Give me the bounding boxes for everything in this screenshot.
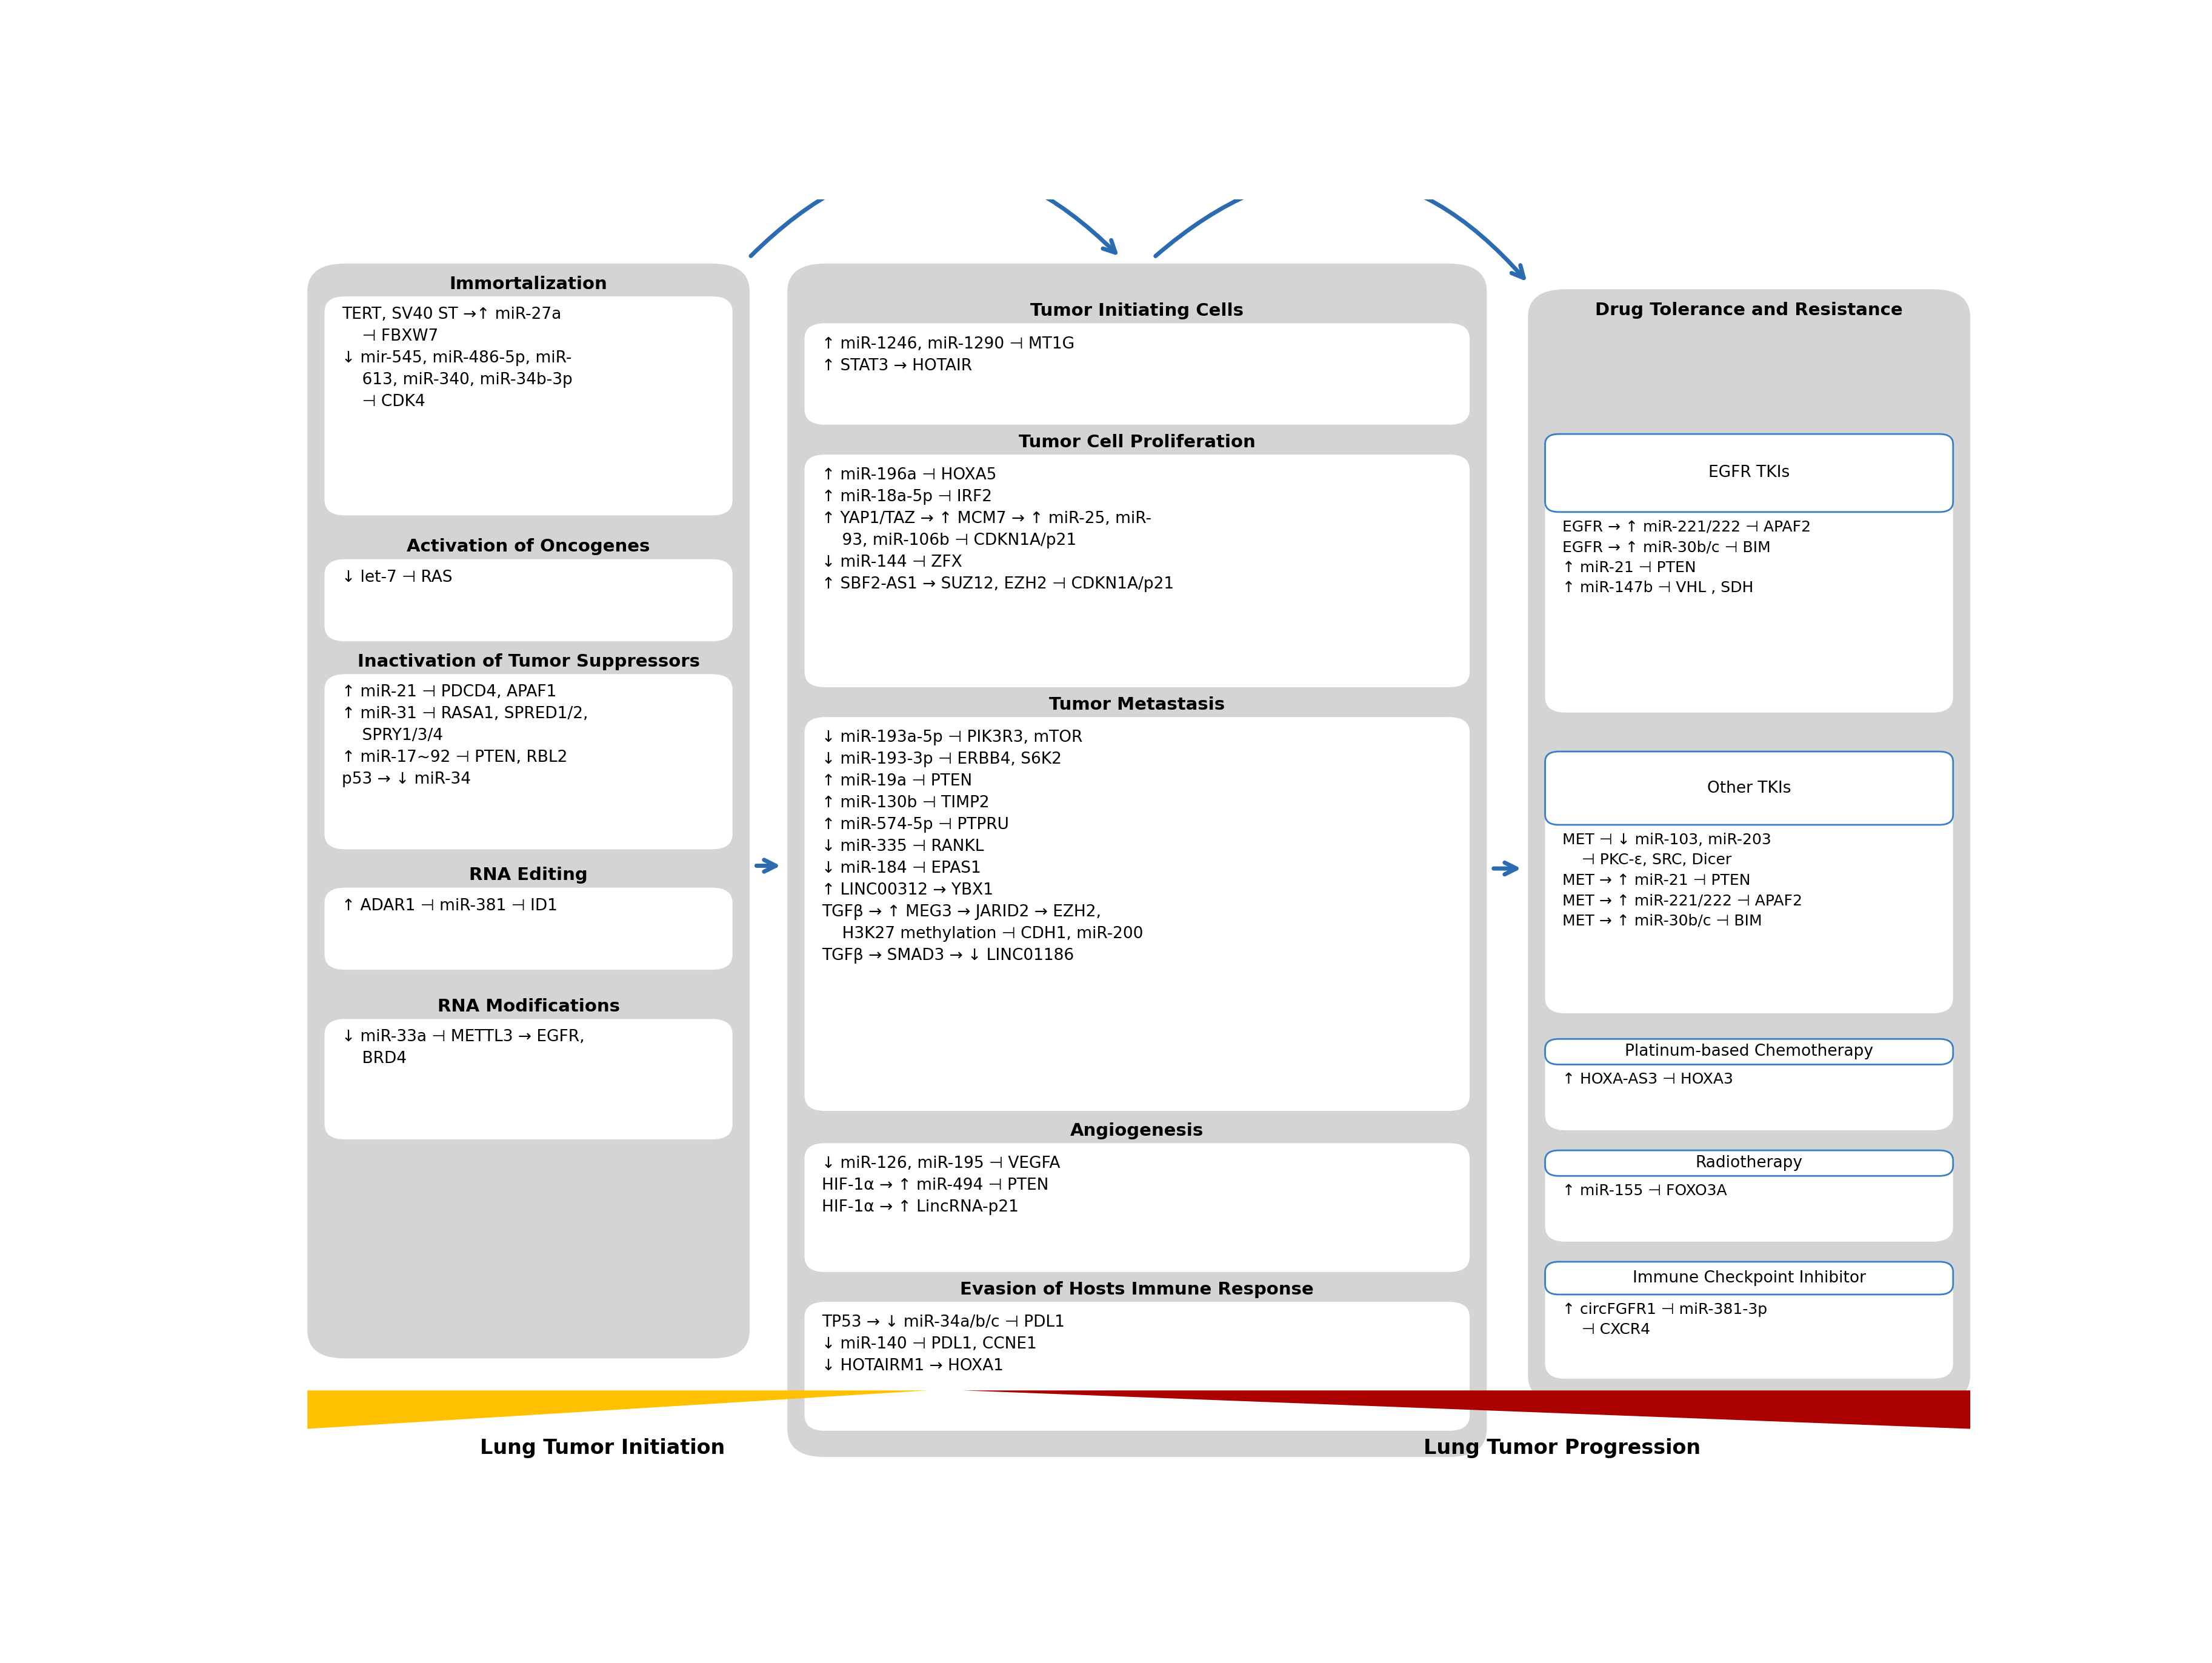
FancyArrowPatch shape [1493,863,1517,875]
Text: RNA Editing: RNA Editing [469,866,588,883]
FancyBboxPatch shape [1544,1151,1953,1242]
Text: RNA Modifications: RNA Modifications [438,998,619,1014]
Text: ↑ miR-1246, miR-1290 ⊣ MT1G
↑ STAT3 → HOTAIR: ↑ miR-1246, miR-1290 ⊣ MT1G ↑ STAT3 → HO… [821,336,1075,374]
Text: ↓ miR-33a ⊣ METTL3 → EGFR,
    BRD4: ↓ miR-33a ⊣ METTL3 → EGFR, BRD4 [341,1029,584,1068]
FancyArrowPatch shape [1155,175,1524,278]
Polygon shape [962,1390,1971,1429]
FancyBboxPatch shape [325,1019,732,1139]
FancyBboxPatch shape [1544,1262,1953,1379]
Text: Platinum-based Chemotherapy: Platinum-based Chemotherapy [1626,1044,1874,1059]
Text: EGFR → ↑ miR-221/222 ⊣ APAF2
EGFR → ↑ miR-30b/c ⊣ BIM
↑ miR-21 ⊣ PTEN
↑ miR-147b: EGFR → ↑ miR-221/222 ⊣ APAF2 EGFR → ↑ mi… [1562,521,1812,595]
FancyArrowPatch shape [757,860,776,871]
FancyBboxPatch shape [307,264,750,1359]
Text: Evasion of Hosts Immune Response: Evasion of Hosts Immune Response [960,1281,1314,1299]
Text: Tumor Initiating Cells: Tumor Initiating Cells [1031,303,1243,319]
Text: Tumor Cell Proliferation: Tumor Cell Proliferation [1020,434,1256,451]
Text: Lung Tumor Initiation: Lung Tumor Initiation [480,1438,726,1458]
Text: Immune Checkpoint Inhibitor: Immune Checkpoint Inhibitor [1632,1271,1865,1285]
FancyBboxPatch shape [805,1302,1469,1430]
Text: Radiotherapy: Radiotherapy [1694,1156,1803,1171]
Text: EGFR TKIs: EGFR TKIs [1708,466,1790,481]
Text: ↑ miR-196a ⊣ HOXA5
↑ miR-18a-5p ⊣ IRF2
↑ YAP1/TAZ → ↑ MCM7 → ↑ miR-25, miR-
    : ↑ miR-196a ⊣ HOXA5 ↑ miR-18a-5p ⊣ IRF2 ↑… [821,467,1175,592]
FancyBboxPatch shape [805,323,1469,424]
Text: Lung Tumor Progression: Lung Tumor Progression [1425,1438,1701,1458]
Text: ↑ miR-155 ⊣ FOXO3A: ↑ miR-155 ⊣ FOXO3A [1562,1184,1728,1197]
Text: Inactivation of Tumor Suppressors: Inactivation of Tumor Suppressors [358,654,699,670]
Text: ↓ miR-126, miR-195 ⊣ VEGFA
HIF-1α → ↑ miR-494 ⊣ PTEN
HIF-1α → ↑ LincRNA-p21: ↓ miR-126, miR-195 ⊣ VEGFA HIF-1α → ↑ mi… [821,1156,1060,1216]
FancyBboxPatch shape [1544,1262,1953,1294]
Text: Other TKIs: Other TKIs [1708,780,1792,797]
FancyBboxPatch shape [325,888,732,970]
FancyBboxPatch shape [325,296,732,516]
Text: ↑ ADAR1 ⊣ miR-381 ⊣ ID1: ↑ ADAR1 ⊣ miR-381 ⊣ ID1 [341,898,557,913]
Text: ↓ let-7 ⊣ RAS: ↓ let-7 ⊣ RAS [341,569,451,585]
FancyBboxPatch shape [1544,434,1953,512]
FancyBboxPatch shape [325,674,732,850]
Text: ↑ miR-21 ⊣ PDCD4, APAF1
↑ miR-31 ⊣ RASA1, SPRED1/2,
    SPRY1/3/4
↑ miR-17~92 ⊣ : ↑ miR-21 ⊣ PDCD4, APAF1 ↑ miR-31 ⊣ RASA1… [341,685,588,787]
Text: Angiogenesis: Angiogenesis [1071,1123,1203,1139]
Text: ↓ miR-193a-5p ⊣ PIK3R3, mTOR
↓ miR-193-3p ⊣ ERBB4, S6K2
↑ miR-19a ⊣ PTEN
↑ miR-1: ↓ miR-193a-5p ⊣ PIK3R3, mTOR ↓ miR-193-3… [821,730,1144,965]
Text: TP53 → ↓ miR-34a/b/c ⊣ PDL1
↓ miR-140 ⊣ PDL1, CCNE1
↓ HOTAIRM1 → HOXA1: TP53 → ↓ miR-34a/b/c ⊣ PDL1 ↓ miR-140 ⊣ … [821,1315,1064,1374]
FancyBboxPatch shape [805,717,1469,1111]
Text: Drug Tolerance and Resistance: Drug Tolerance and Resistance [1595,303,1902,319]
FancyBboxPatch shape [1528,289,1971,1404]
Polygon shape [307,1390,929,1429]
FancyBboxPatch shape [1544,434,1953,712]
Text: TERT, SV40 ST →↑ miR-27a
    ⊣ FBXW7
↓ mir-545, miR-486-5p, miR-
    613, miR-34: TERT, SV40 ST →↑ miR-27a ⊣ FBXW7 ↓ mir-5… [341,306,573,409]
FancyArrowPatch shape [750,163,1115,256]
FancyBboxPatch shape [1544,1039,1953,1131]
FancyBboxPatch shape [805,1142,1469,1272]
Text: Tumor Metastasis: Tumor Metastasis [1048,697,1225,713]
FancyBboxPatch shape [1544,1039,1953,1064]
FancyBboxPatch shape [805,454,1469,687]
FancyBboxPatch shape [1544,752,1953,1013]
Text: MET ⊣ ↓ miR-103, miR-203
    ⊣ PKC-ε, SRC, Dicer
MET → ↑ miR-21 ⊣ PTEN
MET → ↑ m: MET ⊣ ↓ miR-103, miR-203 ⊣ PKC-ε, SRC, D… [1562,833,1803,928]
FancyBboxPatch shape [1544,752,1953,825]
FancyBboxPatch shape [325,559,732,642]
FancyBboxPatch shape [1544,1151,1953,1176]
Text: Activation of Oncogenes: Activation of Oncogenes [407,539,650,555]
Text: ↑ HOXA-AS3 ⊣ HOXA3: ↑ HOXA-AS3 ⊣ HOXA3 [1562,1073,1732,1086]
FancyBboxPatch shape [787,263,1486,1457]
Text: ↑ circFGFR1 ⊣ miR-381-3p
    ⊣ CXCR4: ↑ circFGFR1 ⊣ miR-381-3p ⊣ CXCR4 [1562,1302,1767,1337]
Text: Immortalization: Immortalization [449,276,608,293]
